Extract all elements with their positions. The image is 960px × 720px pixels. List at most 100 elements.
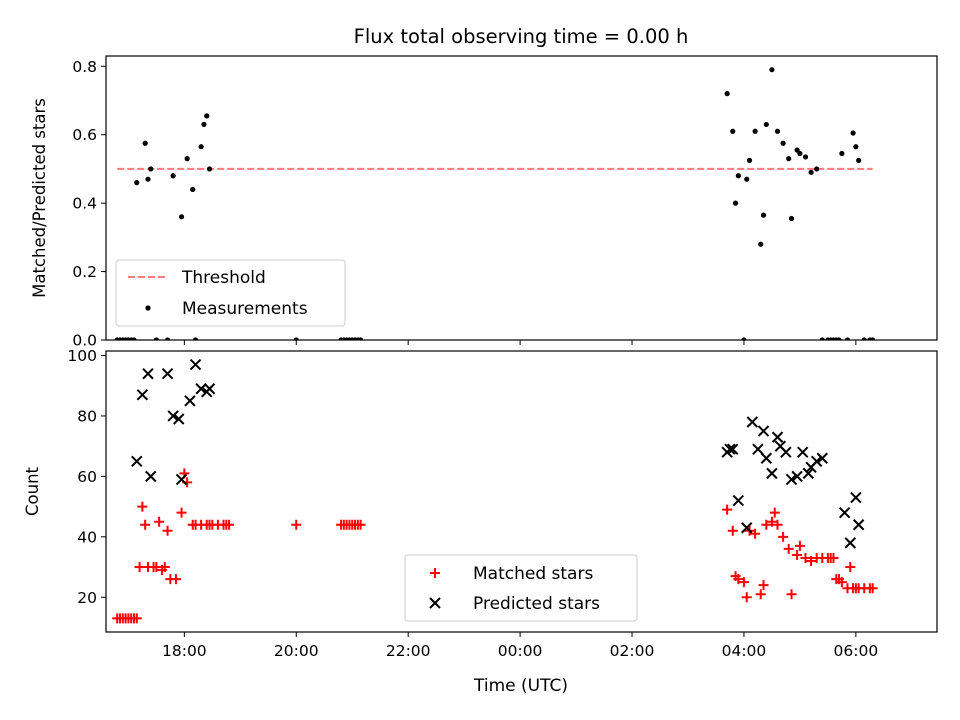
measurement-point — [844, 337, 851, 340]
matched-star-point — [758, 580, 769, 591]
y-tick-label: 60 — [77, 468, 97, 486]
matched-star-point — [786, 589, 797, 600]
y-axis-label: Count — [23, 466, 42, 516]
measurement-point — [142, 140, 148, 146]
measurement-point — [760, 212, 767, 218]
predicted-star-point — [810, 455, 823, 467]
measurement-point — [735, 173, 741, 179]
measurement-point — [763, 121, 769, 128]
predicted-star-point — [145, 470, 157, 483]
matched-star-point — [750, 528, 761, 539]
matched-star-point — [727, 525, 738, 536]
matched-star-point — [806, 555, 817, 566]
legend-box — [404, 554, 638, 622]
legend-threshold-label: Threshold — [181, 268, 266, 288]
y-tick-label: 0.8 — [72, 58, 97, 76]
x-tick-label: 04:00 — [722, 642, 767, 660]
measurement-point — [192, 337, 199, 340]
legend-measurement-label: Measurements — [182, 299, 308, 319]
matched-star-point — [755, 589, 766, 600]
x-tick-label: 00:00 — [498, 642, 543, 660]
predicted-star-point — [167, 410, 179, 422]
matched-star-point — [159, 562, 170, 573]
measurement-point — [836, 337, 842, 340]
x-tick-label: 06:00 — [834, 642, 879, 660]
y-tick-label: 100 — [67, 347, 97, 365]
matched-star-point — [154, 516, 165, 527]
measurement-point — [788, 215, 795, 222]
measurement-point — [746, 157, 753, 163]
measurement-point — [856, 157, 862, 163]
matched-star-point — [291, 519, 302, 530]
measurement-point — [730, 128, 736, 134]
x-axis-label: Time (UTC) — [473, 676, 568, 696]
predicted-star-point — [766, 467, 778, 480]
predicted-star-point — [752, 443, 764, 455]
matched-star-point — [769, 507, 780, 518]
axes-frame — [105, 55, 938, 341]
measurement-point — [819, 337, 825, 340]
measurement-point — [204, 113, 210, 119]
measurement-point — [870, 337, 876, 340]
y-tick-label: 0.2 — [72, 263, 97, 281]
predicted-star-point — [741, 522, 753, 534]
predicted-star-point — [136, 389, 149, 401]
predicted-star-point — [780, 446, 792, 458]
legend: Matched stars Predicted stars — [404, 554, 638, 622]
legend-predicted-label: Predicted stars — [473, 594, 600, 614]
predicted-star-point — [816, 452, 828, 464]
predicted-star-point — [724, 443, 736, 455]
predicted-star-point — [850, 491, 862, 504]
y-tick-label: 0.0 — [72, 332, 97, 350]
measurement-point — [814, 166, 820, 172]
predicted-star-point — [844, 537, 856, 549]
measurement-point — [758, 241, 764, 247]
measurement-point — [358, 337, 364, 340]
predicted-star-point — [760, 452, 773, 464]
predicted-star-point — [746, 416, 759, 428]
x-tick-label: 20:00 — [274, 642, 319, 660]
measurement-point — [780, 140, 786, 146]
measurement-point — [170, 173, 176, 179]
measurement-point — [808, 169, 814, 175]
matched-star-point — [783, 543, 794, 554]
measurement-point — [724, 91, 730, 97]
matched-star-point — [176, 507, 187, 518]
legend-measurement-swatch — [145, 305, 151, 311]
measurement-point — [797, 150, 803, 157]
measurement-point — [201, 121, 207, 128]
measurement-point — [190, 186, 196, 193]
measurement-point — [153, 337, 159, 340]
measurement-point — [134, 180, 140, 186]
predicted-star-point — [161, 367, 174, 380]
predicted-star-point — [131, 455, 143, 467]
x-tick-label: 22:00 — [386, 642, 431, 660]
predicted-star-point — [184, 395, 196, 407]
predicted-star-point — [173, 413, 185, 425]
matched-star-point — [224, 519, 235, 530]
measurement-point — [802, 154, 809, 160]
predicted-star-point — [727, 443, 739, 455]
matched-star-point — [845, 562, 856, 573]
predicted-star-point — [142, 367, 154, 380]
measurement-point — [164, 337, 171, 340]
predicted-star-point — [771, 431, 784, 443]
y-tick-label: 40 — [77, 528, 97, 546]
measurement-point — [850, 130, 856, 136]
matched-star-point — [170, 574, 181, 585]
measurement-point — [178, 214, 185, 220]
matched-star-point — [772, 519, 783, 530]
measurement-point — [769, 67, 775, 73]
y-tick-label: 0.4 — [72, 195, 97, 213]
predicted-star-point — [838, 506, 851, 519]
matched-star-point — [355, 519, 366, 530]
matched-star-point — [151, 562, 162, 573]
legend-predicted-swatch — [429, 597, 441, 609]
axes-frame — [105, 350, 938, 633]
matched-star-point — [867, 583, 878, 594]
measurement-point — [145, 176, 151, 182]
measurement-point — [839, 150, 845, 157]
predicted-star-point — [195, 383, 207, 395]
matched-star-point — [134, 562, 145, 573]
figure-title: Flux total observing time = 0.00 h — [354, 25, 689, 48]
